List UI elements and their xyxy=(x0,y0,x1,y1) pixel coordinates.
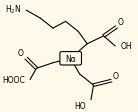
FancyBboxPatch shape xyxy=(60,52,81,65)
Text: OH: OH xyxy=(120,42,132,51)
Text: H$_2$N: H$_2$N xyxy=(5,4,21,16)
Text: HO: HO xyxy=(74,101,86,110)
Text: O: O xyxy=(113,71,118,80)
Text: HOOC: HOOC xyxy=(2,75,25,84)
Text: O: O xyxy=(118,18,124,27)
Text: O: O xyxy=(18,49,24,58)
Text: Nα: Nα xyxy=(65,54,76,63)
